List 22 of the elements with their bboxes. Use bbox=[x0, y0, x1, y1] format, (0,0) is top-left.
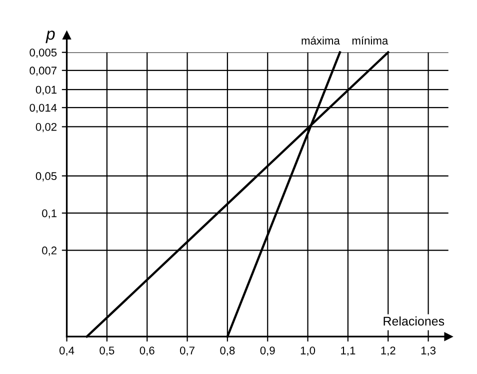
y-tick-label: 0,2 bbox=[42, 246, 56, 256]
x-tick-label: 0,9 bbox=[260, 346, 275, 356]
x-axis-title: Relaciones bbox=[384, 316, 444, 326]
y-tick-label: 0,014 bbox=[30, 104, 57, 114]
y-tick-label: 0,007 bbox=[30, 66, 57, 76]
y-tick-label: 0,05 bbox=[36, 172, 57, 182]
x-tick-label: 0,4 bbox=[59, 346, 74, 356]
x-tick-label: 1,0 bbox=[300, 346, 316, 356]
x-tick-label: 0,5 bbox=[100, 346, 114, 356]
x-tick-label: 1,3 bbox=[421, 346, 436, 356]
series-label: mínima bbox=[352, 36, 388, 45]
x-tick-label: 0,7 bbox=[180, 346, 194, 356]
x-tick-label: 1,1 bbox=[341, 346, 356, 356]
x-tick-label: 0,6 bbox=[140, 346, 154, 356]
y-axis-title: p bbox=[46, 30, 55, 44]
y-tick-label: 0,02 bbox=[36, 123, 56, 132]
y-tick-label: 0,005 bbox=[30, 48, 57, 58]
y-tick-label: 0,01 bbox=[36, 86, 57, 95]
series-label: máxima bbox=[302, 36, 340, 45]
x-tick-label: 1,2 bbox=[381, 346, 396, 356]
x-tick-label: 0,8 bbox=[220, 346, 235, 356]
y-tick-label: 0,1 bbox=[42, 209, 57, 219]
